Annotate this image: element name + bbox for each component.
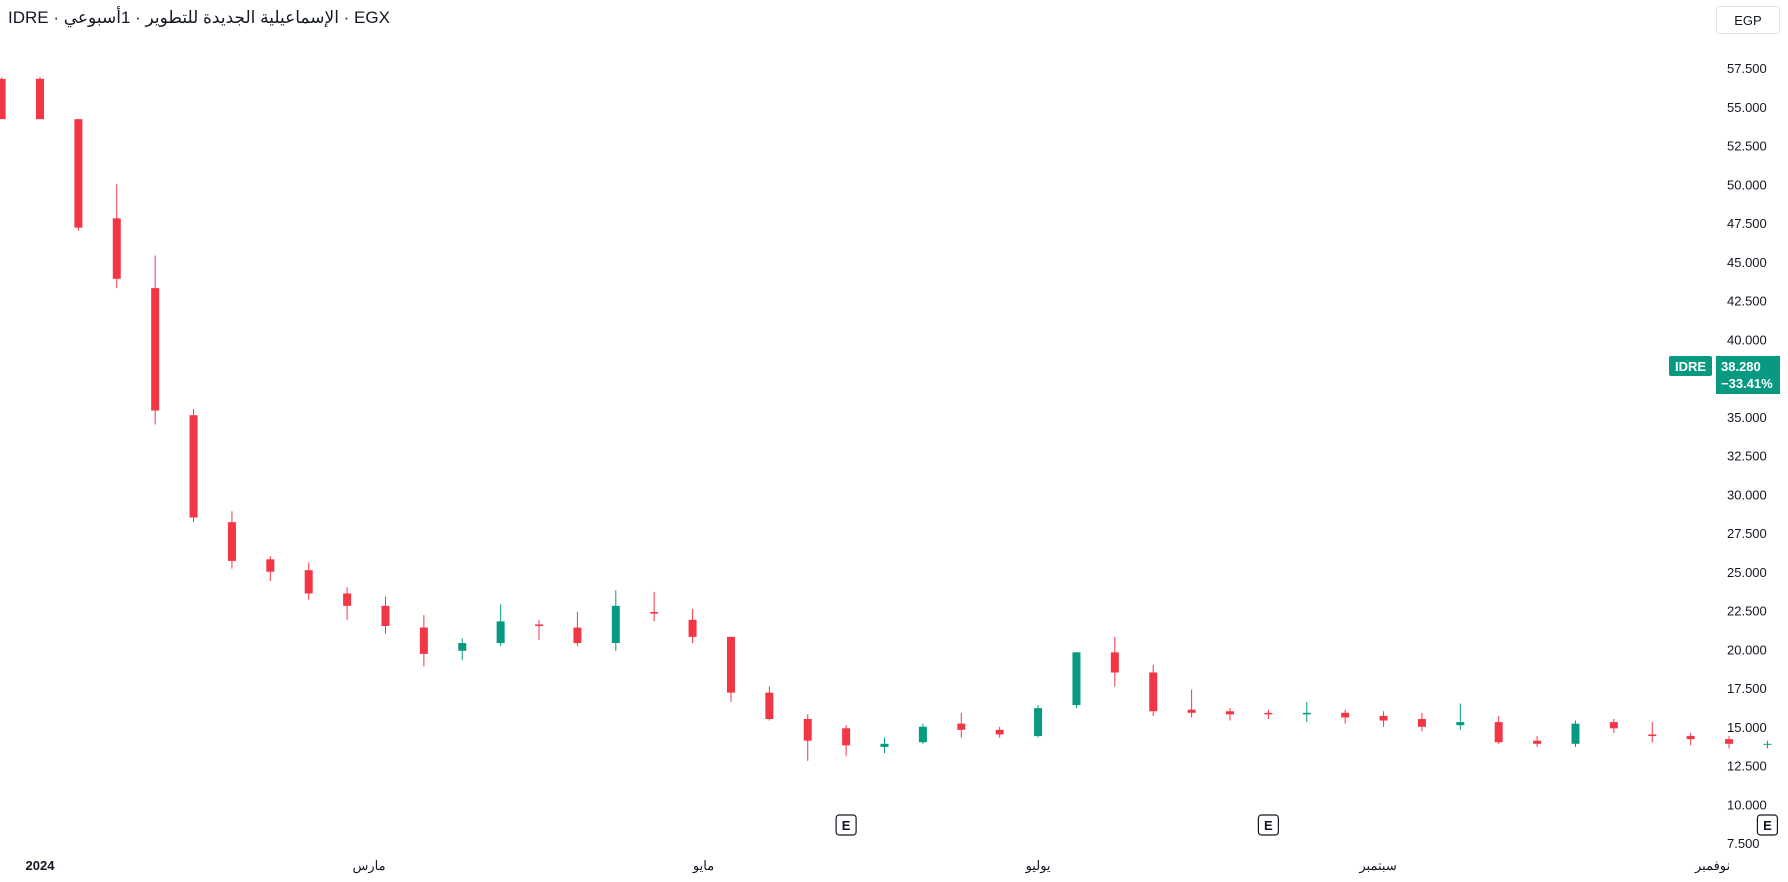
candle-body <box>842 728 851 746</box>
y-axis-tick-label: 47.500 <box>1727 216 1767 231</box>
candle-body <box>535 624 544 626</box>
candle-body <box>112 218 121 279</box>
y-axis-tick-label: 55.000 <box>1727 100 1767 115</box>
candle-body <box>1264 712 1273 715</box>
candle-body <box>1763 743 1772 745</box>
y-axis-tick-label: 7.500 <box>1727 836 1760 851</box>
candle-body <box>381 605 390 626</box>
candle-body <box>1226 711 1234 715</box>
candle-body <box>650 612 659 614</box>
y-axis-tick-label: 17.500 <box>1727 681 1767 696</box>
candle-body <box>1456 722 1465 726</box>
currency-button[interactable]: EGP <box>1716 6 1780 34</box>
candle-body <box>419 627 428 654</box>
y-axis-tick-label: 27.500 <box>1727 526 1767 541</box>
chart-title: IDRE · الإسماعيلية الجديدة للتطوير · 1أس… <box>8 8 390 27</box>
candle-body <box>496 621 505 644</box>
candle-body <box>1110 652 1119 673</box>
candle-body <box>1072 652 1081 706</box>
candle-body <box>1379 715 1388 721</box>
last-price-change: −33.41% <box>1721 376 1773 391</box>
candle-body <box>765 692 774 719</box>
y-axis-tick-label: 32.500 <box>1727 449 1767 464</box>
candle-body <box>266 559 275 572</box>
candle-body <box>1609 722 1618 729</box>
y-axis-tick-label: 35.000 <box>1727 410 1767 425</box>
x-axis-tick-label: سبتمبر <box>1358 858 1396 874</box>
candle-body <box>1341 712 1350 718</box>
earnings-marker <box>1257 814 1279 836</box>
candle-body <box>1302 712 1311 715</box>
candle-body <box>74 119 83 228</box>
earnings-marker <box>835 814 857 836</box>
candle-body <box>227 522 236 561</box>
y-axis-tick-label: 20.000 <box>1727 642 1767 657</box>
x-axis-tick-label: يوليو <box>1025 858 1051 874</box>
y-axis-tick-label: 30.000 <box>1727 487 1767 502</box>
candle-body <box>1187 709 1196 713</box>
candle-body <box>1571 723 1580 744</box>
candle-body <box>803 719 812 741</box>
y-axis-tick-label: 57.500 <box>1727 61 1767 76</box>
y-axis-tick-label: 50.000 <box>1727 177 1767 192</box>
candle-body <box>343 593 352 606</box>
y-axis-tick-label: 22.500 <box>1727 604 1767 619</box>
x-axis-tick-label: نوفمبر <box>1694 858 1730 874</box>
earnings-marker-label: E <box>1763 818 1772 833</box>
x-axis-tick-label: مايو <box>692 858 714 874</box>
earnings-marker <box>1756 814 1779 836</box>
candle-body <box>189 415 198 518</box>
candle-body <box>1648 734 1657 737</box>
candle-body <box>1149 672 1158 712</box>
y-axis-tick-label: 15.000 <box>1727 720 1767 735</box>
candle-body <box>1494 722 1503 743</box>
candle-body <box>688 619 697 637</box>
candle-body <box>458 643 467 651</box>
candle-body <box>995 729 1004 735</box>
y-axis-tick-label: 45.000 <box>1727 255 1767 270</box>
x-axis-tick-label: 2024 <box>26 858 56 873</box>
candle-body <box>0 78 6 120</box>
candle-body <box>1686 736 1695 740</box>
last-price-symbol-tag: IDRE <box>1669 356 1713 376</box>
candle-body <box>726 636 735 693</box>
candle-body <box>918 726 927 743</box>
earnings-marker-label: E <box>842 818 851 833</box>
last-price-value: 38.280 <box>1721 359 1761 374</box>
candle-body <box>573 627 582 644</box>
candle-body <box>1725 739 1734 744</box>
last-price-label: 38.280 −33.41% <box>1716 356 1780 394</box>
y-axis-tick-label: 42.500 <box>1727 294 1767 309</box>
y-axis-tick-label: 25.000 <box>1727 565 1767 580</box>
candle-body <box>36 78 44 120</box>
x-axis-tick-label: مارس <box>352 858 385 874</box>
candle-body <box>1034 708 1043 737</box>
candle-body <box>1533 740 1542 744</box>
y-axis-tick-label: 12.500 <box>1727 759 1767 774</box>
candle-body <box>957 723 966 730</box>
y-axis-tick-label: 40.000 <box>1727 332 1767 347</box>
candle-body <box>611 605 620 644</box>
candle-body <box>151 288 160 411</box>
y-axis-tick-label: 52.500 <box>1727 139 1767 154</box>
candle-body <box>304 570 313 594</box>
candle-body <box>880 743 889 747</box>
candle-body <box>1417 719 1426 727</box>
y-axis-tick-label: 10.000 <box>1727 797 1767 812</box>
earnings-marker-label: E <box>1264 818 1273 833</box>
